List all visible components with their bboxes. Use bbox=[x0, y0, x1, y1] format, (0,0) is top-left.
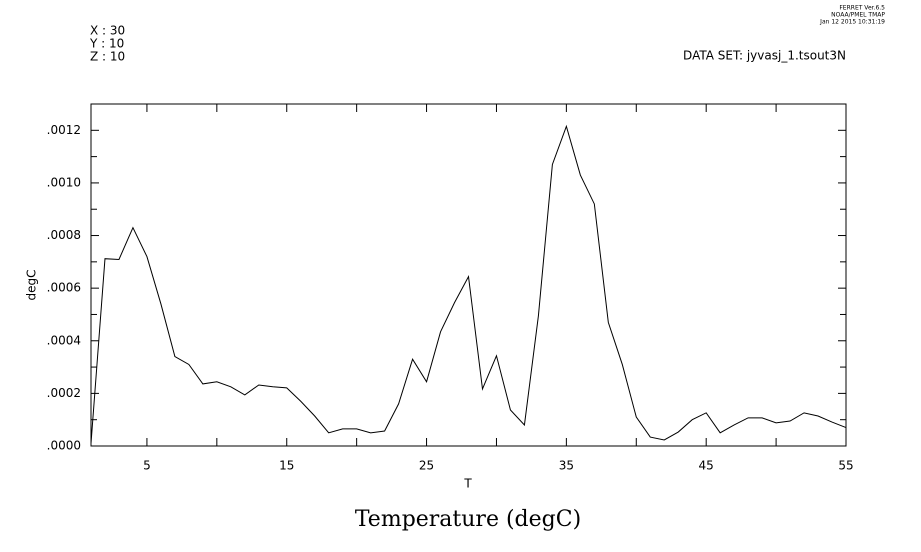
plot-frame bbox=[90, 103, 847, 447]
x-tick-label: 25 bbox=[419, 459, 434, 473]
info-x: X : 30 bbox=[90, 24, 125, 38]
chart-title: Temperature (degC) bbox=[355, 507, 581, 532]
y-tick-label: .0012 bbox=[47, 123, 81, 137]
info-z: Z : 10 bbox=[90, 50, 125, 64]
y-tick-label: .0000 bbox=[47, 439, 81, 453]
x-tick-label: 55 bbox=[838, 459, 853, 473]
stamp: NOAA/PMEL TMAP bbox=[831, 12, 885, 19]
x-tick-label: 15 bbox=[279, 459, 294, 473]
info-y: Y : 10 bbox=[89, 37, 124, 51]
y-tick-label: .0010 bbox=[47, 175, 81, 189]
stamp: Jan 12 2015 10:31:19 bbox=[819, 19, 885, 26]
stamp: FERRET Ver.6.5 bbox=[839, 5, 885, 12]
dataset-label: DATA SET: jyvasj_1.tsout3N bbox=[683, 49, 846, 63]
y-tick-label: .0008 bbox=[47, 228, 81, 242]
y-tick-label: .0004 bbox=[47, 333, 81, 347]
x-tick-label: 45 bbox=[699, 459, 714, 473]
y-tick-label: .0002 bbox=[47, 386, 81, 400]
y-tick-label: .0006 bbox=[47, 281, 81, 295]
x-tick-label: 35 bbox=[559, 459, 574, 473]
y-axis-label: degC bbox=[25, 270, 39, 301]
x-tick-label: 5 bbox=[143, 459, 151, 473]
data-line bbox=[90, 124, 847, 444]
x-axis-label: T bbox=[463, 477, 472, 491]
